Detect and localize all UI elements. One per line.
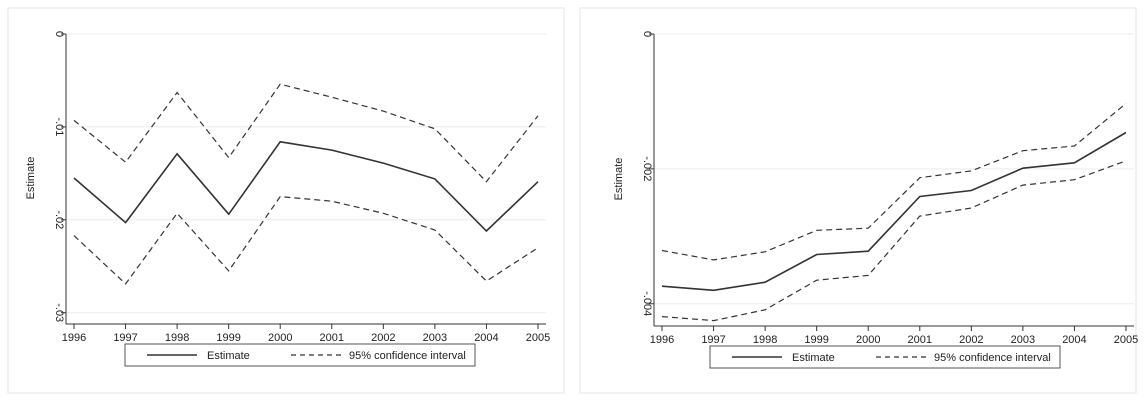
x-tick-label: 1999 <box>216 332 240 344</box>
x-tick-label: 1999 <box>804 334 828 346</box>
y-tick-label: 0 <box>53 31 65 37</box>
x-tick-label: 1996 <box>62 332 86 344</box>
x-tick-label: 2000 <box>268 332 292 344</box>
x-tick-label: 2002 <box>959 334 983 346</box>
chart-right: 0 -.002 -.004 1996 1997 1998 1999 2000 2001 2002 2… <box>579 7 1138 394</box>
estimate-line <box>73 140 539 233</box>
chart-frame <box>579 7 1137 394</box>
y-tick-label: -.01 <box>53 117 65 136</box>
ci-lower-line <box>661 160 1127 322</box>
x-tick-label: 2004 <box>1062 334 1086 346</box>
y-tick-label: -.004 <box>641 291 653 316</box>
x-tick-label: 1996 <box>650 334 674 346</box>
y-tick-label: -.03 <box>53 303 65 322</box>
ci-lower-line <box>73 195 539 285</box>
x-tick-label: 1998 <box>753 334 777 346</box>
y-axis-title: Estimate <box>25 157 37 200</box>
x-tick-label: 2000 <box>856 334 880 346</box>
legend-label-estimate: Estimate <box>792 352 835 364</box>
x-tick-label: 2001 <box>908 334 932 346</box>
x-tick-label: 1997 <box>113 332 137 344</box>
legend: Estimate 95% confidence interval <box>124 343 476 367</box>
chart-panel-left: 0 -.01 -.02 -.03 1996 1997 1998 1999 2000 2001 200… <box>7 7 565 394</box>
x-tick-label: 2003 <box>1011 334 1035 346</box>
x-tick-label: 2005 <box>526 332 550 344</box>
legend-label-ci: 95% confidence interval <box>934 352 1051 364</box>
legend: Estimate 95% confidence interval <box>709 345 1061 369</box>
y-tick-label: -.02 <box>53 210 65 229</box>
chart-left: 0 -.01 -.02 -.03 1996 1997 1998 1999 2000 2001 200… <box>7 7 565 394</box>
chart-panel-right: 0 -.002 -.004 1996 1997 1998 1999 2000 2001 2002 2… <box>572 0 1144 413</box>
legend-label-estimate: Estimate <box>207 350 250 362</box>
y-tick-label: -.002 <box>641 156 653 181</box>
estimate-line <box>661 131 1127 292</box>
x-tick-label: 2001 <box>320 332 344 344</box>
x-tick-label: 2003 <box>423 332 447 344</box>
x-tick-label: 2002 <box>371 332 395 344</box>
y-axis-title: Estimate <box>613 158 625 201</box>
x-tick-label: 2005 <box>1114 334 1138 346</box>
x-tick-label: 2004 <box>474 332 498 344</box>
ci-upper-line <box>73 83 539 183</box>
x-tick-label: 1998 <box>165 332 189 344</box>
y-tick-label: 0 <box>641 31 653 37</box>
legend-label-ci: 95% confidence interval <box>349 350 466 362</box>
x-tick-label: 1997 <box>701 334 725 346</box>
